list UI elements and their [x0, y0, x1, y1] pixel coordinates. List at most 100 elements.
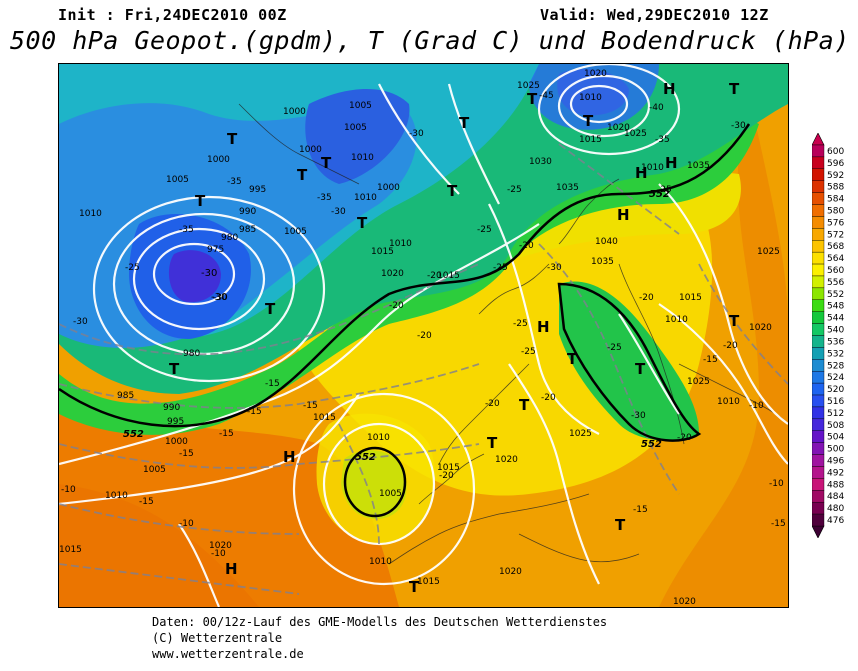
temperature-label: -20: [519, 241, 534, 251]
temperature-label: -30: [409, 129, 424, 139]
color-legend: 600 596 592 588 584 580 576 572 568 564 560 556 552 5…: [811, 132, 858, 539]
legend-label: 548: [827, 302, 844, 312]
legend-label: 488: [827, 480, 844, 490]
orange-zone-south: [59, 394, 399, 607]
low-marker: T: [459, 114, 470, 132]
legend-label: 492: [827, 468, 844, 478]
temperature-label: -25: [507, 185, 522, 195]
temperature-label: -35: [317, 193, 332, 203]
legend-swatch: [811, 490, 825, 503]
deep-blue-core: [168, 250, 221, 303]
legend-label: 600: [827, 147, 844, 157]
pressure-label: 1015: [437, 271, 460, 281]
legend-label: 592: [827, 171, 844, 181]
legend-swatch: [811, 156, 825, 170]
blue-north-trough: [305, 89, 410, 184]
legend-top-arrow: [811, 132, 825, 146]
temperature-label: -10: [211, 549, 226, 559]
pressure-label: 1020: [673, 597, 696, 607]
init-time: Init : Fri,24DEC2010 00Z: [58, 6, 287, 24]
legend-swatch: [811, 406, 825, 420]
legend-label: 572: [827, 230, 844, 240]
footer-website-link[interactable]: www.wetterzentrale.de: [152, 647, 304, 661]
pressure-label: 1005: [143, 465, 166, 475]
legend-swatch: [811, 323, 825, 336]
contour-label: 552: [641, 439, 662, 450]
temperature-label: -20: [541, 393, 556, 403]
footer: Daten: 00/12z-Lauf des GME-Modells des D…: [152, 614, 607, 662]
pressure-label: 1005: [166, 175, 189, 185]
legend-bottom-arrow: [811, 525, 825, 539]
pressure-label: 1015: [371, 247, 394, 257]
legend-label: 508: [827, 421, 844, 431]
high-marker: H: [283, 448, 296, 466]
temperature-label: -30: [331, 207, 346, 217]
temperature-label: -30: [213, 293, 228, 303]
legend-swatch: [811, 442, 825, 455]
temperature-label: -10: [61, 485, 76, 495]
temperature-label-layer: -45 -40 -35 -30 -35 -25 -30 -25 -35 -30 …: [61, 91, 786, 559]
legend-swatch: [811, 513, 825, 527]
pressure-label: 1020: [495, 455, 518, 465]
low-marker: T: [519, 396, 530, 414]
low-marker: T: [321, 154, 332, 172]
pressure-label: 990: [239, 207, 256, 217]
legend-label: 568: [827, 242, 844, 252]
pressure-label: 1025: [569, 429, 592, 439]
contour-label: 552: [123, 429, 144, 440]
temperature-label: -30: [73, 317, 88, 327]
temperature-label: -20: [417, 331, 432, 341]
legend-label: 520: [827, 385, 844, 395]
temperature-label: -30: [547, 263, 562, 273]
temperature-label: -15: [633, 505, 648, 515]
high-marker-layer: H H H H H H H: [225, 80, 678, 578]
temperature-label: -20: [439, 471, 454, 481]
legend-swatch: [811, 275, 825, 289]
low-marker: T: [227, 130, 238, 148]
legend-swatch: [811, 287, 825, 300]
temperature-label: -25: [125, 263, 140, 273]
low-center-value: -30: [201, 268, 217, 279]
low-marker: T: [615, 516, 626, 534]
pressure-label: 985: [117, 391, 134, 401]
temperature-label: -15: [139, 497, 154, 507]
pressure-label: 1030: [529, 157, 552, 167]
temperature-label: -10: [749, 401, 764, 411]
temperature-label: -45: [539, 91, 554, 101]
legend-swatch: [811, 371, 825, 384]
pressure-label: 990: [163, 403, 180, 413]
legend-label: 588: [827, 183, 844, 193]
legend-swatch: [811, 263, 825, 277]
legend-label: 528: [827, 361, 844, 371]
legend-swatch: [811, 204, 825, 217]
pressure-label: 995: [249, 185, 266, 195]
legend-swatch: [811, 454, 825, 467]
temperature-label: -25: [607, 343, 622, 353]
contour-label: 552: [355, 452, 376, 463]
pressure-label: 1005: [284, 227, 307, 237]
yellow-zone-central: [289, 184, 713, 496]
temperature-label: -35: [179, 225, 194, 235]
low-marker: T: [635, 360, 646, 378]
pressure-label: 1040: [595, 237, 618, 247]
pressure-label: 1010: [665, 315, 688, 325]
pressure-label: 1000: [165, 437, 188, 447]
low-marker: T: [583, 112, 594, 130]
legend-swatch: [811, 311, 825, 324]
temperature-label: -10: [769, 479, 784, 489]
pressure-label: 1000: [207, 155, 230, 165]
temperature-label: -10: [179, 519, 194, 529]
low-marker: T: [357, 214, 368, 232]
pressure-label: 1015: [579, 135, 602, 145]
legend-swatch: [811, 394, 825, 408]
pressure-label: 1010: [389, 239, 412, 249]
legend-label: 524: [827, 373, 844, 383]
chart-title: 500 hPa Geopot.(gpdm), T (Grad C) und Bo…: [10, 26, 850, 55]
pressure-label: 1010: [79, 209, 102, 219]
legend-swatch: [811, 251, 825, 265]
pressure-label: 1010: [579, 93, 602, 103]
low-marker: T: [447, 182, 458, 200]
low-marker: T: [567, 350, 578, 368]
pressure-label: 1010: [717, 397, 740, 407]
temperature-label: -35: [227, 177, 242, 187]
